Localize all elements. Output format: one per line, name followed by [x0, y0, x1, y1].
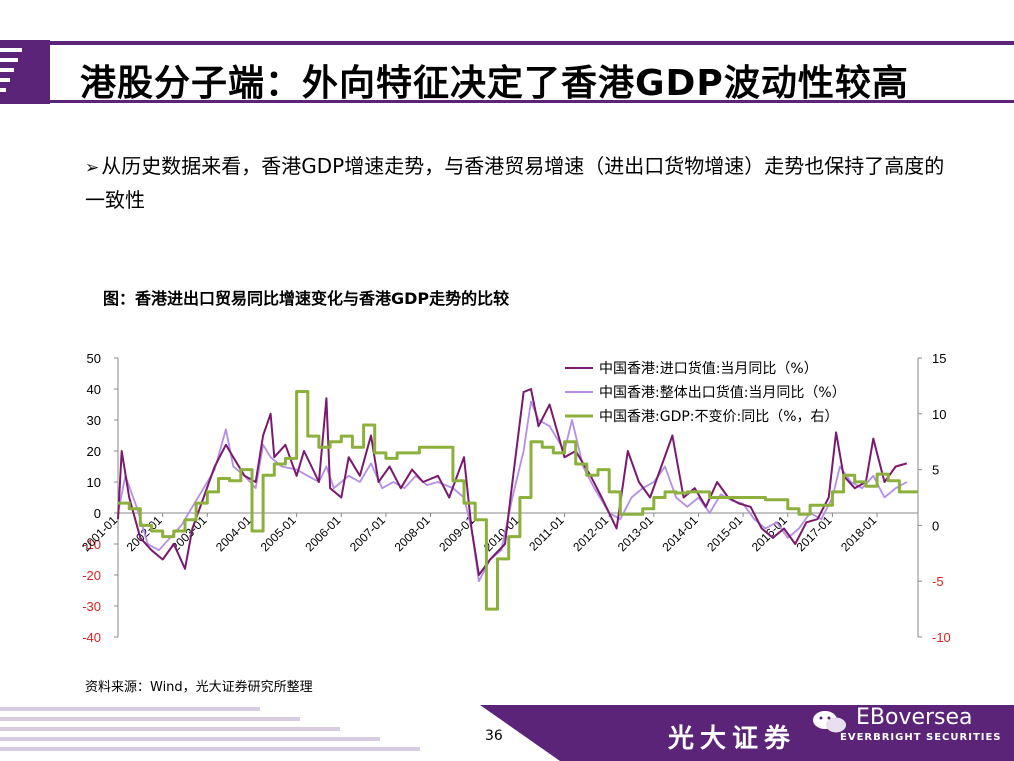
- left-tick-label: 50: [87, 351, 101, 366]
- left-tick-label: 10: [87, 475, 101, 490]
- brand-name-cn: 光大证券: [668, 724, 797, 754]
- title-bottom-rule: [45, 100, 1014, 103]
- x-tick-label: 2004-01: [213, 513, 254, 554]
- legend-label-1: 中国香港:进口货值:当月同比（%）: [599, 360, 818, 377]
- x-tick-label: 2006-01: [302, 513, 343, 554]
- bullet-text: ➢ 从历史数据来看，香港GDP增速走势，与香港贸易增速（进出口货物增速）走势也保持…: [85, 150, 945, 216]
- right-tick-label: -5: [932, 574, 944, 589]
- left-tick-label: -20: [82, 568, 101, 583]
- page-number: 36: [485, 728, 503, 744]
- left-tick-label: -40: [82, 630, 101, 645]
- page-title: 港股分子端：外向特征决定了香港GDP波动性较高: [80, 63, 909, 104]
- legend-label-3: 中国香港:GDP:不变价:同比（%，右）: [599, 409, 839, 425]
- right-tick-label: -10: [932, 630, 951, 645]
- right-tick-label: 5: [932, 463, 939, 478]
- header-decoration: [0, 40, 50, 104]
- footer-stripes: [0, 705, 600, 761]
- x-tick-label: 2012-01: [570, 513, 611, 554]
- right-tick-label: 15: [932, 351, 946, 366]
- left-tick-label: -30: [82, 599, 101, 614]
- x-tick-label: 2008-01: [392, 513, 433, 554]
- bullet-arrow-icon: ➢: [85, 158, 100, 178]
- right-tick-label: 0: [932, 518, 939, 533]
- title-top-rule: [45, 41, 1014, 45]
- brand-name-en: EVERBRIGHT SECURITIES: [840, 732, 1002, 743]
- x-tick-label: 2018-01: [838, 513, 879, 554]
- wechat-icon: [813, 711, 846, 733]
- wechat-account-name: EBoversea: [856, 705, 973, 730]
- legend-label-2: 中国香港:整体出口货值:当月同比（%）: [599, 384, 846, 401]
- figure-title: 图：香港进出口贸易同比增速变化与香港GDP走势的比较: [103, 289, 510, 308]
- series-line-3: [118, 390, 918, 611]
- source-note: 资料来源：Wind，光大证券研究所整理: [85, 680, 313, 695]
- series-line-1: [117, 388, 908, 576]
- trade-gdp-chart: 50403020100-10-20-30-40151050-5-102001-0…: [79, 351, 951, 645]
- x-tick-label: 2015-01: [704, 513, 745, 554]
- x-tick-label: 2007-01: [347, 513, 388, 554]
- bullet-content: 从历史数据来看，香港GDP增速走势，与香港贸易增速（进出口货物增速）走势也保持了…: [85, 154, 945, 212]
- series-line-2: [117, 400, 908, 583]
- left-tick-label: -10: [82, 537, 101, 552]
- left-tick-label: 40: [87, 382, 101, 397]
- right-tick-label: 10: [932, 407, 946, 422]
- x-tick-label: 2011-01: [526, 513, 567, 554]
- x-tick-label: 2014-01: [660, 513, 701, 554]
- left-tick-label: 30: [87, 413, 101, 428]
- left-tick-label: 20: [87, 444, 101, 459]
- left-tick-label: 0: [94, 506, 101, 521]
